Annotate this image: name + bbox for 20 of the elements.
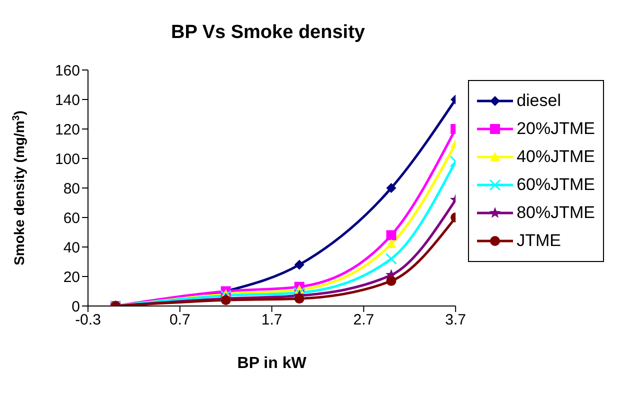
y-tick-label: 140 xyxy=(54,92,80,109)
y-tick-label: 20 xyxy=(63,268,80,286)
x-tick-label: 2.7 xyxy=(353,312,374,329)
x-axis-title: BP in kW xyxy=(237,355,308,372)
y-tick-label: 40 xyxy=(63,239,80,256)
y-tick-label: 60 xyxy=(63,210,80,227)
x-tick-label: 3.7 xyxy=(445,312,466,329)
y-tick-label: 80 xyxy=(63,180,80,198)
y-tick-label: 120 xyxy=(54,121,80,138)
y-tick-label: 100 xyxy=(54,150,80,168)
legend-label: 80%JTME xyxy=(516,203,595,223)
legend-label: 40%JTME xyxy=(516,147,595,167)
legend-label: 60%JTME xyxy=(516,175,595,195)
x-tick-label: 0.7 xyxy=(169,312,190,329)
chart-title: BP Vs Smoke density xyxy=(170,22,366,44)
x-tick-label: 1.7 xyxy=(261,312,282,329)
legend-label: 20%JTME xyxy=(516,119,595,139)
legend-label: JTME xyxy=(516,231,561,251)
y-tick-label: 160 xyxy=(54,62,80,80)
legend-label: diesel xyxy=(516,91,561,111)
